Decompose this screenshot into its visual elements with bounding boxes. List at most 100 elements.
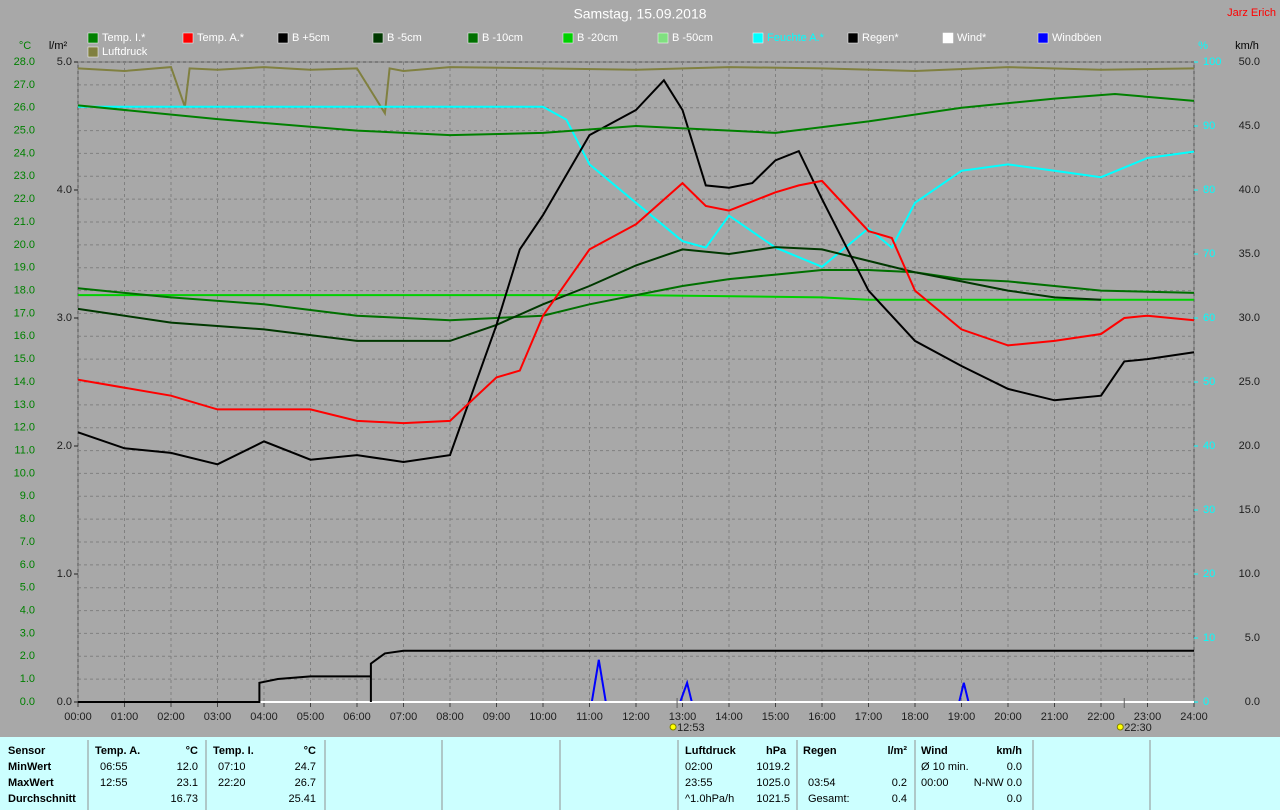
y4-tick-label: 30.0 (1239, 312, 1260, 324)
table-cell: 1021.5 (756, 793, 790, 805)
legend-label: Feuchte A.* (767, 32, 825, 44)
legend-label: B -10cm (482, 32, 523, 44)
x-tick-label: 20:00 (994, 711, 1022, 723)
y3-tick-label: 10 (1203, 632, 1215, 644)
y4-tick-label: 50.0 (1239, 56, 1260, 68)
table-panel (0, 737, 1280, 810)
table-header: Sensor (8, 745, 46, 757)
y4-tick-label: 20.0 (1239, 440, 1260, 452)
table-cell: 16.73 (170, 793, 198, 805)
x-tick-label: 03:00 (204, 711, 232, 723)
y-tick-label: 28.0 (14, 56, 35, 68)
y2-tick-label: 3.0 (57, 312, 72, 324)
x-tick-label: 24:00 (1180, 711, 1208, 723)
table-cell: N-NW 0.0 (974, 777, 1022, 789)
legend-label: Wind* (957, 32, 987, 44)
table-cell: 0.0 (1007, 793, 1022, 805)
y-tick-label: 19.0 (14, 262, 35, 274)
series-line (78, 294, 1194, 301)
x-tick-label: 05:00 (297, 711, 325, 723)
y4-tick-label: 15.0 (1239, 504, 1260, 516)
table-header: Temp. A. (95, 745, 140, 757)
legend-swatch (87, 32, 99, 44)
y3-tick-label: 0 (1203, 696, 1209, 708)
y3-axis-label: % (1198, 40, 1208, 52)
x-tick-label: 10:00 (529, 711, 557, 723)
y2-tick-label: 4.0 (57, 184, 72, 196)
legend-swatch (562, 32, 574, 44)
table-header: Wind (921, 745, 948, 757)
y-tick-label: 18.0 (14, 284, 35, 296)
y3-tick-label: 70 (1203, 248, 1215, 260)
y-tick-label: 20.0 (14, 239, 35, 251)
series-line (77, 92, 1195, 137)
legend-swatch (752, 32, 764, 44)
table-cell: 06:55 (100, 761, 128, 773)
y4-tick-label: 5.0 (1245, 632, 1260, 644)
table-cell: Gesamt: (808, 793, 850, 805)
y2-tick-label: 0.0 (57, 696, 72, 708)
table-cell: ^1.0hPa/h (685, 793, 734, 805)
y4-axis-label: km/h (1235, 40, 1259, 52)
annotation: 22:30 (1124, 722, 1152, 734)
table-cell: 1025.0 (756, 777, 790, 789)
y-tick-label: 10.0 (14, 467, 35, 479)
y4-tick-label: 10.0 (1239, 568, 1260, 580)
table-header: km/h (996, 745, 1022, 757)
table-cell: 0.4 (892, 793, 907, 805)
y-tick-label: 23.0 (14, 170, 35, 182)
x-tick-label: 07:00 (390, 711, 418, 723)
table-cell: 12.0 (177, 761, 198, 773)
series-line (77, 246, 1102, 342)
x-tick-label: 18:00 (901, 711, 929, 723)
series-line (78, 105, 1195, 268)
x-tick-label: 17:00 (855, 711, 883, 723)
y-tick-label: 24.0 (14, 147, 35, 159)
y4-tick-label: 40.0 (1239, 184, 1260, 196)
y4-tick-label: 45.0 (1239, 120, 1260, 132)
x-tick-label: 15:00 (762, 711, 790, 723)
legend-label: B -5cm (387, 32, 422, 44)
legend-swatch (182, 32, 194, 44)
legend-label: B +5cm (292, 32, 330, 44)
y-tick-label: 8.0 (20, 513, 35, 525)
legend-swatch (372, 32, 384, 44)
table-header: Temp. I. (213, 745, 254, 757)
legend-swatch (87, 46, 99, 58)
legend-swatch (657, 32, 669, 44)
y-tick-label: 13.0 (14, 399, 35, 411)
x-tick-label: 22:00 (1087, 711, 1115, 723)
y3-tick-label: 40 (1203, 440, 1215, 452)
y-tick-label: 26.0 (14, 102, 35, 114)
x-tick-label: 19:00 (948, 711, 976, 723)
x-tick-label: 00:00 (64, 711, 92, 723)
y-axis-label: °C (19, 40, 31, 52)
sun-icon (669, 723, 677, 731)
y-tick-label: 17.0 (14, 307, 35, 319)
table-cell: 0.2 (892, 777, 907, 789)
y2-tick-label: 5.0 (57, 56, 72, 68)
table-cell: MinWert (8, 761, 52, 773)
legend-label: Regen* (862, 32, 899, 44)
y2-axis-label: l/m² (49, 40, 68, 52)
table-cell: 0.0 (1007, 761, 1022, 773)
table-cell: 03:54 (808, 777, 836, 789)
series-line (77, 269, 1195, 322)
sun-icon (1116, 723, 1124, 731)
y-tick-label: 14.0 (14, 376, 35, 388)
table-header: hPa (766, 745, 787, 757)
table-header: °C (186, 745, 198, 757)
table-cell: 07:10 (218, 761, 246, 773)
x-tick-label: 21:00 (1041, 711, 1069, 723)
table-cell: 02:00 (685, 761, 713, 773)
legend-swatch (847, 32, 859, 44)
y3-tick-label: 50 (1203, 376, 1215, 388)
y-tick-label: 22.0 (14, 193, 35, 205)
table-cell: 26.7 (295, 777, 316, 789)
legend-label: Temp. A.* (197, 32, 245, 44)
x-tick-label: 14:00 (715, 711, 743, 723)
chart-title: Samstag, 15.09.2018 (573, 6, 706, 22)
table-cell: 22:20 (218, 777, 246, 789)
x-tick-label: 01:00 (111, 711, 139, 723)
